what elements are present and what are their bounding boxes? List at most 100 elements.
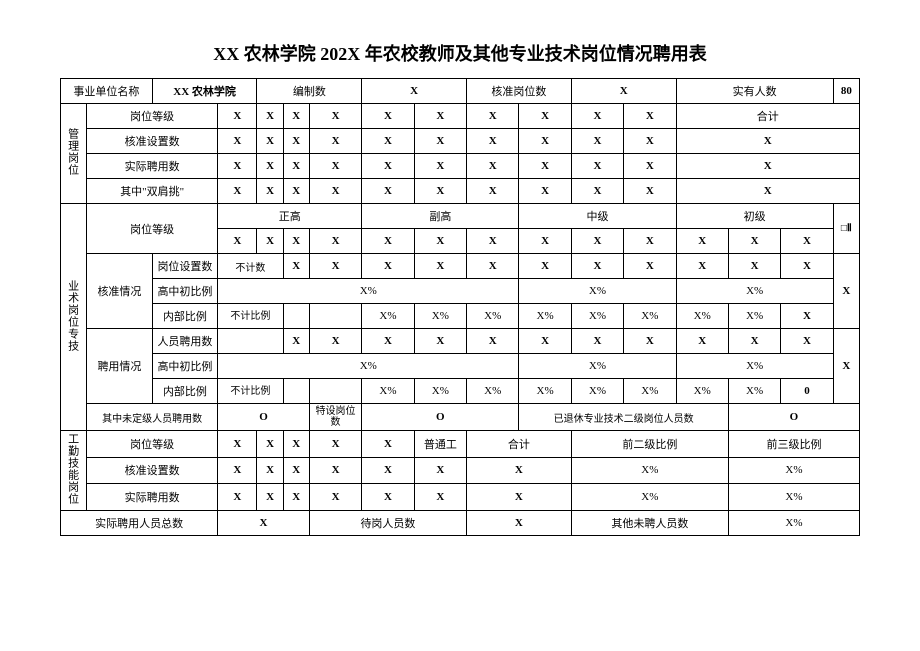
cell: X	[283, 329, 309, 354]
cell: X	[676, 254, 728, 279]
kh-r1-note: 不计数	[218, 254, 283, 279]
cell: X	[519, 229, 571, 254]
cell: X	[467, 329, 519, 354]
hezhun-value: X	[571, 79, 676, 104]
tech-level-label: 岗位等级	[87, 204, 218, 254]
qt-label: 其他未聘人员数	[571, 511, 728, 536]
cell	[283, 304, 309, 329]
cell: X	[624, 129, 676, 154]
cell: X	[257, 431, 283, 458]
wr1-label: 岗位等级	[87, 431, 218, 458]
cell: X%	[467, 379, 519, 404]
cell: X	[362, 179, 414, 204]
cell: X	[571, 129, 623, 154]
cell: X	[218, 179, 257, 204]
cell: X	[257, 229, 283, 254]
qt-val: X%	[728, 511, 859, 536]
cell: X	[362, 457, 414, 484]
cell: X%	[676, 379, 728, 404]
cell: X%	[676, 354, 833, 379]
cell: X	[571, 154, 623, 179]
cell: X	[257, 129, 283, 154]
tech-cj: 初级	[676, 204, 833, 229]
cell: X	[218, 229, 257, 254]
cell: X	[218, 484, 257, 511]
cell: X%	[519, 304, 571, 329]
cell: X	[362, 254, 414, 279]
cell: X	[218, 129, 257, 154]
cell: X	[218, 457, 257, 484]
tech-group: 业术岗位专技	[61, 204, 87, 431]
cell: X%	[571, 457, 728, 484]
cell: X	[467, 179, 519, 204]
kh-r2: 高中初比例	[152, 279, 217, 304]
tech-zj: 中级	[519, 204, 676, 229]
cell: X%	[414, 379, 466, 404]
cell	[309, 379, 361, 404]
cell: X%	[571, 379, 623, 404]
cell: X	[571, 254, 623, 279]
cell: X	[414, 457, 466, 484]
unit-label: 事业单位名称	[61, 79, 153, 104]
mgmt-total: 合计	[676, 104, 859, 129]
cell: X	[833, 329, 859, 404]
cell: X	[309, 104, 361, 129]
cell: X	[571, 329, 623, 354]
mgmt-r2-label: 核准设置数	[87, 129, 218, 154]
cell: X%	[218, 279, 519, 304]
cell: X	[676, 229, 728, 254]
cell: X	[414, 179, 466, 204]
cell: X	[309, 254, 361, 279]
cell: X	[519, 254, 571, 279]
cell: X	[519, 154, 571, 179]
cell: X	[283, 229, 309, 254]
cell: X	[362, 129, 414, 154]
cell: X	[467, 254, 519, 279]
cell: X	[283, 457, 309, 484]
q3: 前三级比例	[728, 431, 859, 458]
cell: X	[283, 254, 309, 279]
dg-label: 待岗人员数	[309, 511, 466, 536]
cell: X%	[571, 304, 623, 329]
cell: X	[676, 179, 859, 204]
bianzhi-value: X	[362, 79, 467, 104]
cell: X	[362, 229, 414, 254]
page-title: XX 农林学院 202X 年农校教师及其他专业技术岗位情况聘用表	[60, 40, 860, 66]
cell: X	[257, 154, 283, 179]
cell: X	[218, 154, 257, 179]
mgmt-r3-label: 实际聘用数	[87, 154, 218, 179]
cell: X	[414, 129, 466, 154]
main-table: 事业单位名称 XX 农林学院 编制数 X 核准岗位数 X 实有人数 80 管理岗…	[60, 78, 860, 536]
py-r1: 人员聘用数	[152, 329, 217, 354]
cell: X	[781, 329, 833, 354]
worker-group: 工勤技能岗位	[61, 431, 87, 511]
py-r3-note: 不计比例	[218, 379, 283, 404]
cell: X	[781, 304, 833, 329]
cell: X	[624, 154, 676, 179]
sj-val: X	[218, 511, 310, 536]
wr2-label: 核准设置数	[87, 457, 218, 484]
cell: X	[283, 104, 309, 129]
cell: X	[309, 457, 361, 484]
cell: X	[624, 179, 676, 204]
cell: X%	[728, 457, 859, 484]
cell: X	[571, 179, 623, 204]
tech-fg: 副高	[362, 204, 519, 229]
mgmt-group: 管理岗位	[61, 104, 87, 204]
cell: X	[781, 229, 833, 254]
wd-val: O	[218, 404, 310, 431]
cell: X	[676, 154, 859, 179]
wd-label: 其中未定级人员聘用数	[87, 404, 218, 431]
cell: X%	[728, 304, 780, 329]
cell: X	[218, 431, 257, 458]
cell: X	[362, 484, 414, 511]
cell: X%	[519, 279, 676, 304]
cell: X	[309, 229, 361, 254]
shiyou-label: 实有人数	[676, 79, 833, 104]
py-r2: 高中初比例	[152, 354, 217, 379]
cell: X	[283, 154, 309, 179]
cell: X	[467, 457, 572, 484]
py-r3: 内部比例	[152, 379, 217, 404]
tx-label: 已退休专业技术二级岗位人员数	[519, 404, 729, 431]
cell: X	[362, 431, 414, 458]
